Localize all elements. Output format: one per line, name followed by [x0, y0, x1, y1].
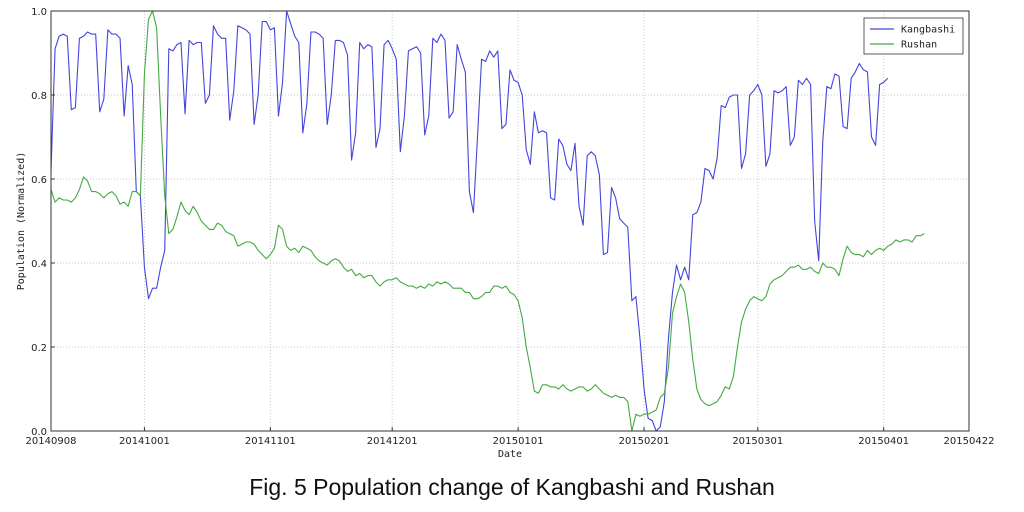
- x-axis-ticks: 20140908 20141001 20141101 20141201 20150101…: [26, 427, 995, 447]
- y-tick-label: 0.2: [31, 343, 47, 354]
- series-line-kangbashi: [50, 10, 889, 432]
- x-tick-label: 20150422: [944, 436, 995, 447]
- y-tick-label: 0.0: [31, 427, 47, 438]
- legend-box: [863, 17, 964, 55]
- series-lines: [50, 10, 925, 432]
- series-line-rushan: [50, 10, 925, 432]
- y-axis-ticks: 0.0 0.2 0.4 0.6 0.8 1.0: [31, 7, 55, 438]
- y-tick-label: 0.6: [31, 175, 47, 186]
- x-tick-label: 20141201: [367, 436, 418, 447]
- plot-frame: [50, 10, 970, 432]
- legend: Kangbashi Rushan: [863, 17, 964, 55]
- y-axis-title: Population (Normalized): [16, 152, 27, 290]
- x-tick-label: 20141001: [119, 436, 170, 447]
- x-axis-title: Date: [498, 449, 522, 460]
- line-chart: 20140908 20141001 20141101 20141201 20150101…: [16, 7, 995, 460]
- grid-lines: [51, 11, 969, 431]
- y-tick-label: 0.8: [31, 91, 47, 102]
- x-tick-label: 20140908: [26, 436, 77, 447]
- figure-caption: Fig. 5 Population change of Kangbashi an…: [249, 474, 775, 500]
- y-tick-label: 1.0: [31, 7, 47, 18]
- x-tick-label: 20150201: [619, 436, 670, 447]
- legend-label: Kangbashi: [901, 25, 955, 36]
- x-tick-label: 20150401: [858, 436, 909, 447]
- y-tick-label: 0.4: [31, 259, 47, 270]
- x-tick-label: 20150301: [732, 436, 783, 447]
- legend-label: Rushan: [901, 40, 937, 51]
- x-tick-label: 20141101: [245, 436, 296, 447]
- x-tick-label: 20150101: [493, 436, 544, 447]
